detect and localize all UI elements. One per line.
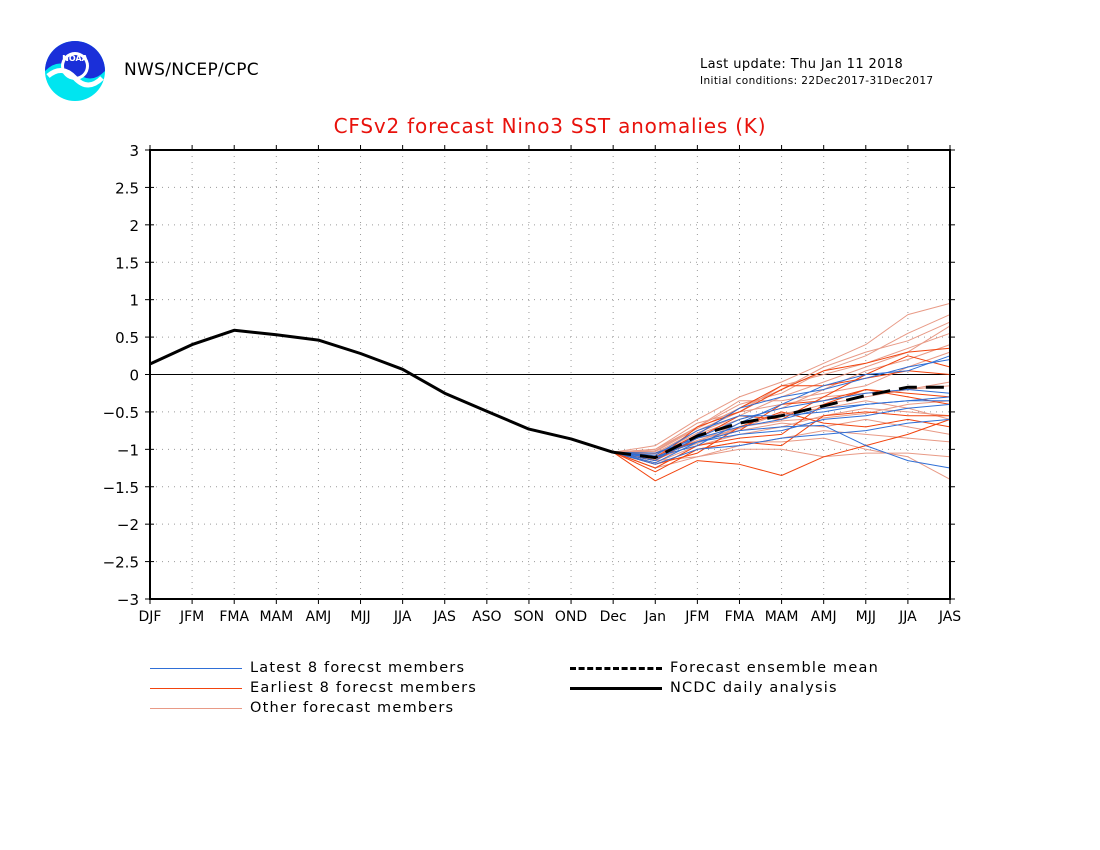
legend-swatch-mean (570, 667, 662, 670)
series-other-member (613, 314, 951, 453)
noaa-logo: NOAA (44, 40, 106, 102)
series-other-member (613, 400, 951, 461)
series-latest-member (613, 403, 951, 464)
x-tick-label: MAM (259, 609, 293, 625)
x-tick-label: JJA (393, 609, 412, 625)
x-tick-label: Jan (643, 609, 666, 625)
x-tick-label: JFM (684, 609, 709, 625)
x-tick-label: JAS (938, 609, 961, 625)
x-tick-label: FMA (725, 609, 755, 625)
x-tick-label: MJJ (350, 609, 370, 625)
series-other-member (613, 302, 951, 453)
last-update-label: Last update: Thu Jan 11 2018 (700, 57, 904, 72)
legend-label-latest: Latest 8 forecst members (250, 660, 466, 676)
y-tick-label: −1 (117, 441, 139, 459)
y-tick-label: −2.5 (103, 554, 139, 572)
x-tick-label: AMJ (811, 609, 837, 625)
legend-label-other: Other forecast members (250, 700, 455, 716)
x-tick-label: SON (514, 609, 544, 625)
y-tick-label: −0.5 (103, 404, 139, 422)
legend-swatch-earliest (150, 688, 242, 689)
x-tick-label: AMJ (306, 609, 332, 625)
x-tick-label: OND (555, 609, 587, 625)
series-latest-member (613, 389, 951, 454)
initial-conditions-label: Initial conditions: 22Dec2017-31Dec2017 (700, 75, 934, 87)
y-tick-label: −1.5 (103, 479, 139, 497)
x-tick-label: ASO (472, 609, 501, 625)
series-earliest-member (612, 411, 950, 473)
y-tick-label: 2 (129, 217, 139, 235)
plot-frame (149, 149, 951, 600)
series-latest-member (613, 418, 951, 465)
x-tick-label: JJA (898, 609, 917, 625)
x-tick-label: JAS (433, 609, 456, 625)
series-latest-member (613, 355, 951, 458)
legend-label-earliest: Earliest 8 forecst members (250, 680, 478, 696)
series-earliest-member (612, 418, 951, 482)
y-tick-label: −2 (117, 516, 139, 534)
chart-title: CFSv2 forecast Nino3 SST anomalies (K) (333, 114, 767, 138)
legend-swatch-other (150, 708, 242, 709)
x-tick-label: FMA (219, 609, 249, 625)
y-tick-label: 2.5 (115, 179, 139, 197)
x-tick-label: JFM (179, 609, 204, 625)
legend-swatch-latest (150, 668, 242, 669)
x-tick-label: MAM (765, 609, 799, 625)
y-tick-label: 1.5 (115, 254, 139, 272)
y-tick-label: 0.5 (115, 329, 139, 347)
legend-swatch-analysis (570, 687, 662, 690)
legend-label-mean: Forecast ensemble mean (670, 660, 879, 676)
series-ensemble-mean (613, 385, 950, 460)
series-ncdc-analysis (149, 328, 614, 454)
legend-label-analysis: NCDC daily analysis (670, 680, 838, 696)
y-tick-label: 0 (129, 367, 139, 385)
organization-label: NWS/NCEP/CPC (124, 60, 259, 80)
y-tick-label: 1 (129, 292, 139, 310)
logo-text: NOAA (62, 54, 88, 63)
y-tick-label: 3 (129, 142, 139, 160)
x-tick-label: MJJ (856, 609, 876, 625)
x-tick-label: DJF (139, 609, 162, 625)
series-earliest-member (613, 411, 951, 465)
y-tick-label: −3 (117, 591, 139, 609)
x-tick-label: Dec (600, 609, 627, 625)
